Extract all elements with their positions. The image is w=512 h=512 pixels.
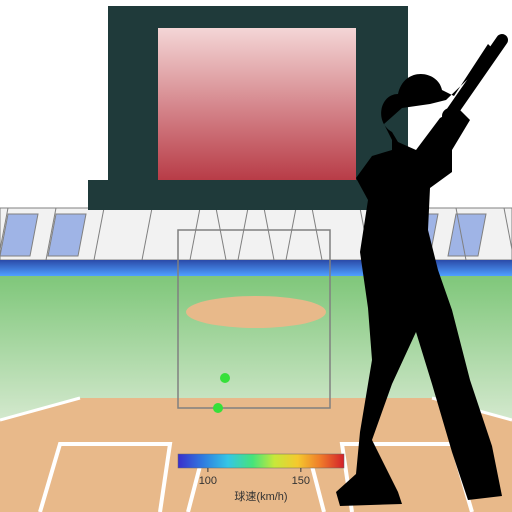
legend-colorbar [178,454,344,468]
stadium-stands [0,208,512,260]
legend-title: 球速(km/h) [234,489,287,503]
pitch-location-viz: 100 150 球速(km/h) [0,0,512,512]
legend-tick-label: 100 [199,475,217,487]
pitch-point [220,373,230,383]
legend-tick-label: 150 [292,475,310,487]
pitchers-mound [186,296,326,328]
pitch-point [213,403,223,413]
main-svg: 100 150 球速(km/h) [0,0,512,512]
